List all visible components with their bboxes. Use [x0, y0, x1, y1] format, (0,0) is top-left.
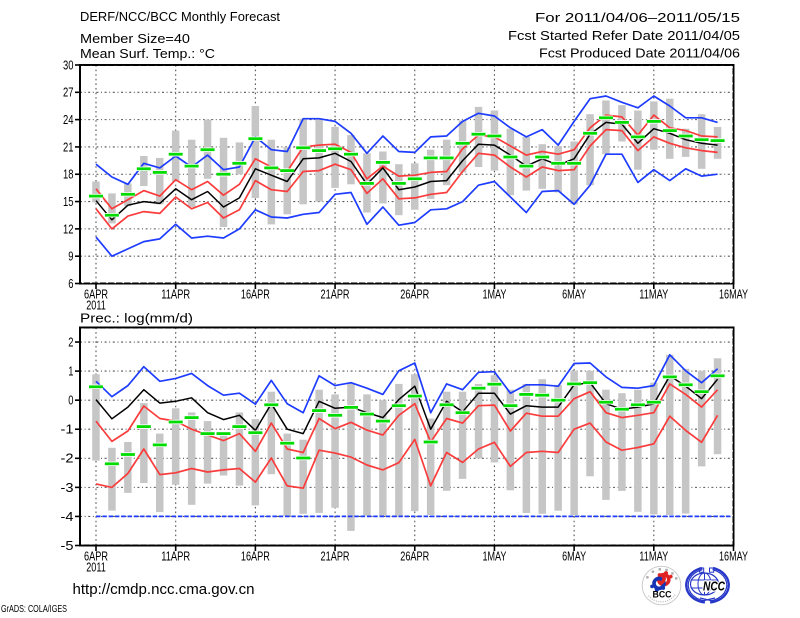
- svg-text:30: 30: [63, 57, 74, 72]
- svg-text:6MAY: 6MAY: [562, 287, 586, 302]
- svg-text:11APR: 11APR: [161, 287, 190, 302]
- svg-text:26APR: 26APR: [400, 287, 429, 302]
- svg-text:15: 15: [63, 194, 74, 209]
- svg-text:16APR: 16APR: [241, 549, 270, 564]
- svg-text:6APR: 6APR: [84, 549, 108, 564]
- svg-text:26APR: 26APR: [400, 549, 429, 564]
- svg-text:-1: -1: [61, 422, 74, 437]
- svg-text:-3: -3: [61, 480, 74, 495]
- svg-text:http://cmdp.ncc.cma.gov.cn: http://cmdp.ncc.cma.gov.cn: [73, 582, 255, 598]
- svg-text:21APR: 21APR: [321, 549, 350, 564]
- svg-text:For 2011/04/06–2011/05/15: For 2011/04/06–2011/05/15: [535, 10, 740, 25]
- svg-text:1: 1: [68, 364, 73, 379]
- svg-text:24: 24: [63, 112, 74, 127]
- svg-text:11MAY: 11MAY: [639, 287, 668, 302]
- svg-text:1MAY: 1MAY: [482, 549, 506, 564]
- svg-text:16MAY: 16MAY: [719, 549, 748, 564]
- svg-text:0: 0: [68, 393, 73, 408]
- svg-text:NCC: NCC: [703, 580, 726, 594]
- svg-text:16APR: 16APR: [241, 287, 270, 302]
- svg-text:Member Size=40: Member Size=40: [80, 31, 190, 46]
- svg-text:-5: -5: [61, 538, 74, 553]
- svg-text:2011: 2011: [86, 298, 106, 313]
- svg-text:21: 21: [63, 139, 74, 154]
- svg-text:-2: -2: [61, 451, 74, 466]
- svg-text:6: 6: [68, 276, 73, 291]
- svg-text:12: 12: [63, 221, 74, 236]
- svg-text:18: 18: [63, 167, 74, 182]
- svg-text:1MAY: 1MAY: [482, 287, 506, 302]
- svg-text:21APR: 21APR: [321, 287, 350, 302]
- svg-text:16MAY: 16MAY: [719, 287, 748, 302]
- svg-text:Prec.: log(mm/d): Prec.: log(mm/d): [80, 311, 193, 326]
- svg-text:DERF/NCC/BCC Monthly Forecast: DERF/NCC/BCC Monthly Forecast: [80, 9, 280, 24]
- svg-text:GrADS: COLA/IGES: GrADS: COLA/IGES: [1, 603, 67, 615]
- svg-text:2: 2: [68, 334, 73, 349]
- svg-text:NCC: NCC: [703, 580, 726, 594]
- svg-text:2011: 2011: [86, 560, 106, 575]
- svg-text:9: 9: [68, 249, 73, 264]
- svg-text:6MAY: 6MAY: [562, 549, 586, 564]
- svg-text:BCC: BCC: [653, 590, 672, 601]
- svg-text:27: 27: [63, 85, 74, 100]
- svg-text:-4: -4: [61, 509, 74, 524]
- svg-text:Mean Surf. Temp.: °C: Mean Surf. Temp.: °C: [80, 46, 215, 61]
- svg-text:11APR: 11APR: [161, 549, 190, 564]
- svg-text:Fcst Started Refer Date 2011/0: Fcst Started Refer Date 2011/04/05: [508, 28, 740, 43]
- svg-text:11MAY: 11MAY: [639, 549, 668, 564]
- svg-text:6APR: 6APR: [84, 287, 108, 302]
- svg-text:Fcst Produced Date 2011/04/06: Fcst Produced Date 2011/04/06: [539, 46, 740, 61]
